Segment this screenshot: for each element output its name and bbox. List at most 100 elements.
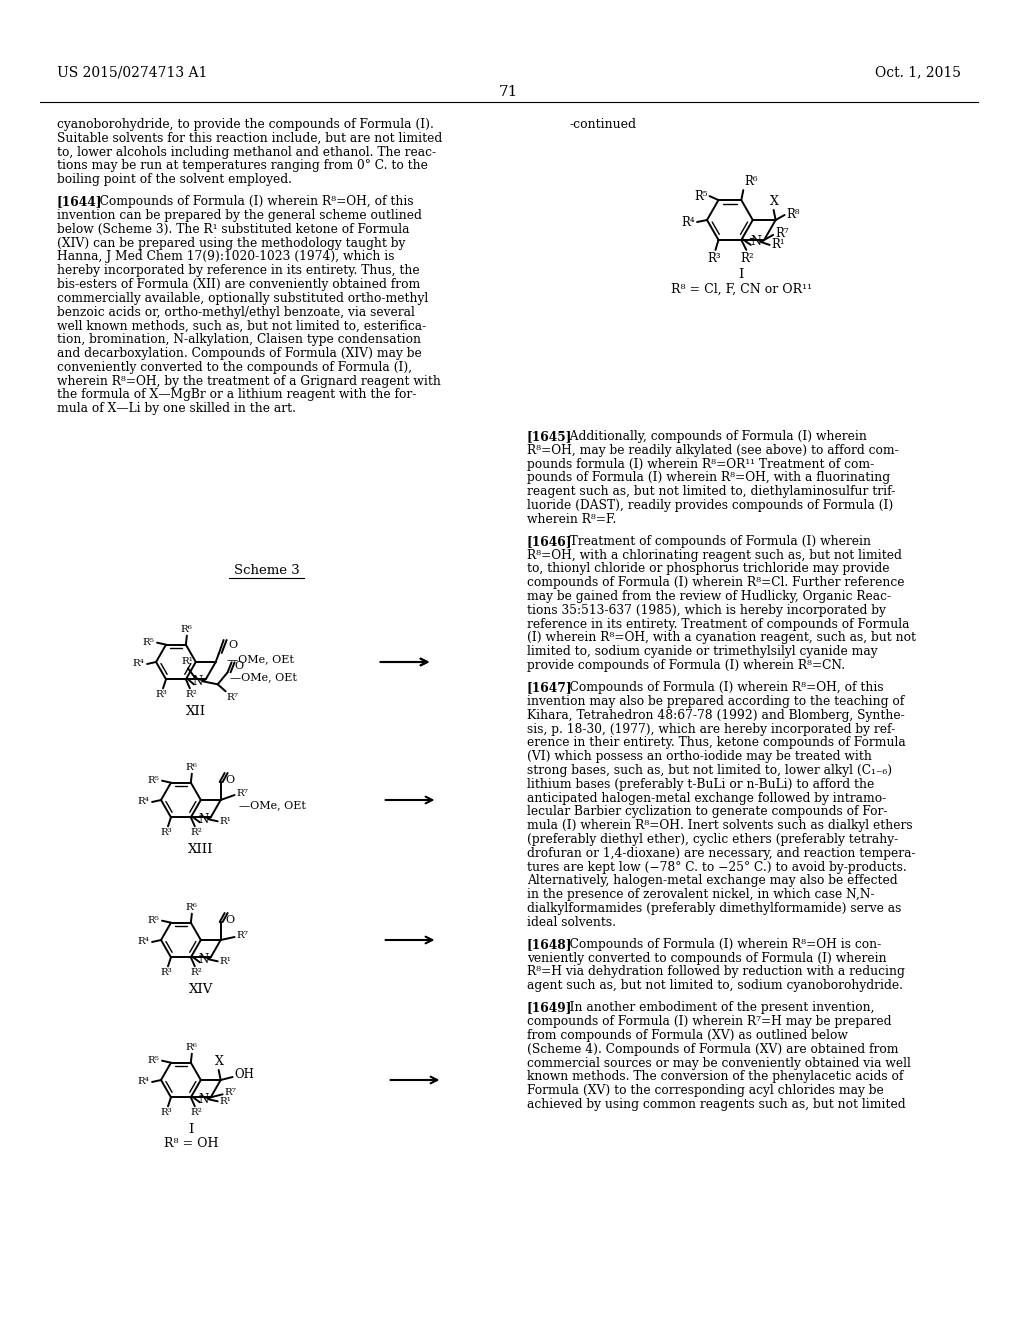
Text: drofuran or 1,4-dioxane) are necessary, and reaction tempera-: drofuran or 1,4-dioxane) are necessary, … [526,846,915,859]
Text: compounds of Formula (I) wherein R⁸=Cl. Further reference: compounds of Formula (I) wherein R⁸=Cl. … [526,577,904,589]
Text: O: O [228,640,238,649]
Text: [1644]: [1644] [56,195,102,209]
Text: I: I [738,268,744,281]
Text: R⁸ = OH: R⁸ = OH [164,1138,218,1150]
Text: luoride (DAST), readily provides compounds of Formula (I): luoride (DAST), readily provides compoun… [526,499,893,512]
Text: —OMe, OEt: —OMe, OEt [239,800,305,810]
Text: tures are kept low (−78° C. to −25° C.) to avoid by-products.: tures are kept low (−78° C. to −25° C.) … [526,861,906,874]
Text: Compounds of Formula (I) wherein R⁸=OH, of this: Compounds of Formula (I) wherein R⁸=OH, … [87,195,413,209]
Text: (XIV) can be prepared using the methodology taught by: (XIV) can be prepared using the methodol… [56,236,406,249]
Text: R²: R² [190,829,203,837]
Text: the formula of X—MgBr or a lithium reagent with the for-: the formula of X—MgBr or a lithium reage… [56,388,416,401]
Text: Additionally, compounds of Formula (I) wherein: Additionally, compounds of Formula (I) w… [558,430,866,444]
Text: R⁷: R⁷ [775,227,788,240]
Text: provide compounds of Formula (I) wherein R⁸=CN.: provide compounds of Formula (I) wherein… [526,659,845,672]
Text: R⁸=OH, with a chlorinating reagent such as, but not limited: R⁸=OH, with a chlorinating reagent such … [526,549,902,562]
Text: O: O [225,775,234,785]
Text: —OMe, OEt: —OMe, OEt [226,653,294,664]
Text: tions may be run at temperatures ranging from 0° C. to the: tions may be run at temperatures ranging… [56,160,428,173]
Text: R⁸ = Cl, F, CN or OR¹¹: R⁸ = Cl, F, CN or OR¹¹ [671,282,812,296]
Text: [1647]: [1647] [526,681,572,694]
Text: commercial sources or may be conveniently obtained via well: commercial sources or may be convenientl… [526,1056,910,1069]
Text: R⁴: R⁴ [137,796,150,805]
Text: I: I [188,1123,194,1137]
Text: R³: R³ [160,829,172,837]
Text: dialkylformamides (preferably dimethylformamide) serve as: dialkylformamides (preferably dimethylfo… [526,902,901,915]
Text: [1648]: [1648] [526,937,572,950]
Text: lithium bases (preferably t-BuLi or n-BuLi) to afford the: lithium bases (preferably t-BuLi or n-Bu… [526,777,874,791]
Text: strong bases, such as, but not limited to, lower alkyl (C₁₋₆): strong bases, such as, but not limited t… [526,764,892,777]
Text: veniently converted to compounds of Formula (I) wherein: veniently converted to compounds of Form… [526,952,887,965]
Text: boiling point of the solvent employed.: boiling point of the solvent employed. [56,173,292,186]
Text: Hanna, J Med Chem 17(9):1020-1023 (1974), which is: Hanna, J Med Chem 17(9):1020-1023 (1974)… [56,251,394,264]
Text: O: O [225,915,234,925]
Text: Formula (XV) to the corresponding acyl chlorides may be: Formula (XV) to the corresponding acyl c… [526,1084,884,1097]
Text: Suitable solvents for this reaction include, but are not limited: Suitable solvents for this reaction incl… [56,132,442,145]
Text: OH: OH [234,1068,254,1081]
Text: invention may also be prepared according to the teaching of: invention may also be prepared according… [526,694,904,708]
Text: pounds formula (I) wherein R⁸=OR¹¹ Treatment of com-: pounds formula (I) wherein R⁸=OR¹¹ Treat… [526,458,874,471]
Text: tion, bromination, N-alkylation, Claisen type condensation: tion, bromination, N-alkylation, Claisen… [56,333,421,346]
Text: R⁴: R⁴ [137,936,150,945]
Text: R³: R³ [160,1109,172,1117]
Text: R¹: R¹ [182,657,194,667]
Text: (Scheme 4). Compounds of Formula (XV) are obtained from: (Scheme 4). Compounds of Formula (XV) ar… [526,1043,898,1056]
Text: R⁸=OH, may be readily alkylated (see above) to afford com-: R⁸=OH, may be readily alkylated (see abo… [526,444,899,457]
Text: reference in its entirety. Treatment of compounds of Formula: reference in its entirety. Treatment of … [526,618,909,631]
Text: (preferably diethyl ether), cyclic ethers (preferably tetrahy-: (preferably diethyl ether), cyclic ether… [526,833,898,846]
Text: R⁴: R⁴ [137,1077,150,1085]
Text: R⁵: R⁵ [142,638,154,647]
Text: mula (I) wherein R⁸=OH. Inert solvents such as dialkyl ethers: mula (I) wherein R⁸=OH. Inert solvents s… [526,820,912,832]
Text: N: N [199,953,209,966]
Text: N: N [193,675,203,688]
Text: R²: R² [190,969,203,977]
Text: to, lower alcohols including methanol and ethanol. The reac-: to, lower alcohols including methanol an… [56,145,436,158]
Text: R³: R³ [156,690,167,700]
Text: commercially available, optionally substituted ortho-methyl: commercially available, optionally subst… [56,292,428,305]
Text: Oct. 1, 2015: Oct. 1, 2015 [876,65,962,79]
Text: R⁴: R⁴ [132,659,144,668]
Text: XIV: XIV [188,983,213,997]
Text: below (Scheme 3). The R¹ substituted ketone of Formula: below (Scheme 3). The R¹ substituted ket… [56,223,410,236]
Text: —OMe, OEt: —OMe, OEt [229,672,297,682]
Text: compounds of Formula (I) wherein R⁷=H may be prepared: compounds of Formula (I) wherein R⁷=H ma… [526,1015,891,1028]
Text: R³: R³ [160,969,172,977]
Text: [1649]: [1649] [526,1002,572,1014]
Text: R⁷: R⁷ [224,1088,237,1097]
Text: known methods. The conversion of the phenylacetic acids of: known methods. The conversion of the phe… [526,1071,903,1084]
Text: bis-esters of Formula (XII) are conveniently obtained from: bis-esters of Formula (XII) are convenie… [56,279,420,292]
Text: to, thionyl chloride or phosphorus trichloride may provide: to, thionyl chloride or phosphorus trich… [526,562,889,576]
Text: R⁵: R⁵ [147,1056,159,1065]
Text: R¹: R¹ [220,817,231,826]
Text: benzoic acids or, ortho-methyl/ethyl benzoate, via several: benzoic acids or, ortho-methyl/ethyl ben… [56,306,415,318]
Text: conveniently converted to the compounds of Formula (I),: conveniently converted to the compounds … [56,360,412,374]
Text: R⁷: R⁷ [226,693,239,702]
Text: R³: R³ [708,252,721,265]
Text: R⁴: R⁴ [682,215,695,228]
Text: -continued: -continued [569,117,637,131]
Text: cyanoborohydride, to provide the compounds of Formula (I).: cyanoborohydride, to provide the compoun… [56,117,433,131]
Text: Scheme 3: Scheme 3 [233,564,299,577]
Text: agent such as, but not limited to, sodium cyanoborohydride.: agent such as, but not limited to, sodiu… [526,979,903,993]
Text: R⁶: R⁶ [186,1043,198,1052]
Text: R⁶: R⁶ [186,763,198,772]
Text: tions 35:513-637 (1985), which is hereby incorporated by: tions 35:513-637 (1985), which is hereby… [526,603,886,616]
Text: (I) wherein R⁸=OH, with a cyanation reagent, such as, but not: (I) wherein R⁸=OH, with a cyanation reag… [526,631,915,644]
Text: R⁵: R⁵ [147,916,159,925]
Text: Compounds of Formula (I) wherein R⁸=OH, of this: Compounds of Formula (I) wherein R⁸=OH, … [558,681,884,694]
Text: Treatment of compounds of Formula (I) wherein: Treatment of compounds of Formula (I) wh… [558,535,870,548]
Text: reagent such as, but not limited to, diethylaminosulfur trif-: reagent such as, but not limited to, die… [526,486,895,498]
Text: limited to, sodium cyanide or trimethylsilyl cyanide may: limited to, sodium cyanide or trimethyls… [526,645,878,659]
Text: sis, p. 18-30, (1977), which are hereby incorporated by ref-: sis, p. 18-30, (1977), which are hereby … [526,722,895,735]
Text: from compounds of Formula (XV) as outlined below: from compounds of Formula (XV) as outlin… [526,1028,848,1041]
Text: wherein R⁸=OH, by the treatment of a Grignard reagent with: wherein R⁸=OH, by the treatment of a Gri… [56,375,440,388]
Text: N: N [199,813,209,826]
Text: R¹: R¹ [220,957,231,966]
Text: and decarboxylation. Compounds of Formula (XIV) may be: and decarboxylation. Compounds of Formul… [56,347,422,360]
Text: 71: 71 [500,84,518,99]
Text: Compounds of Formula (I) wherein R⁸=OH is con-: Compounds of Formula (I) wherein R⁸=OH i… [558,937,881,950]
Text: [1646]: [1646] [526,535,572,548]
Text: X: X [770,195,779,209]
Text: R²: R² [190,1109,203,1117]
Text: R⁷: R⁷ [237,788,249,797]
